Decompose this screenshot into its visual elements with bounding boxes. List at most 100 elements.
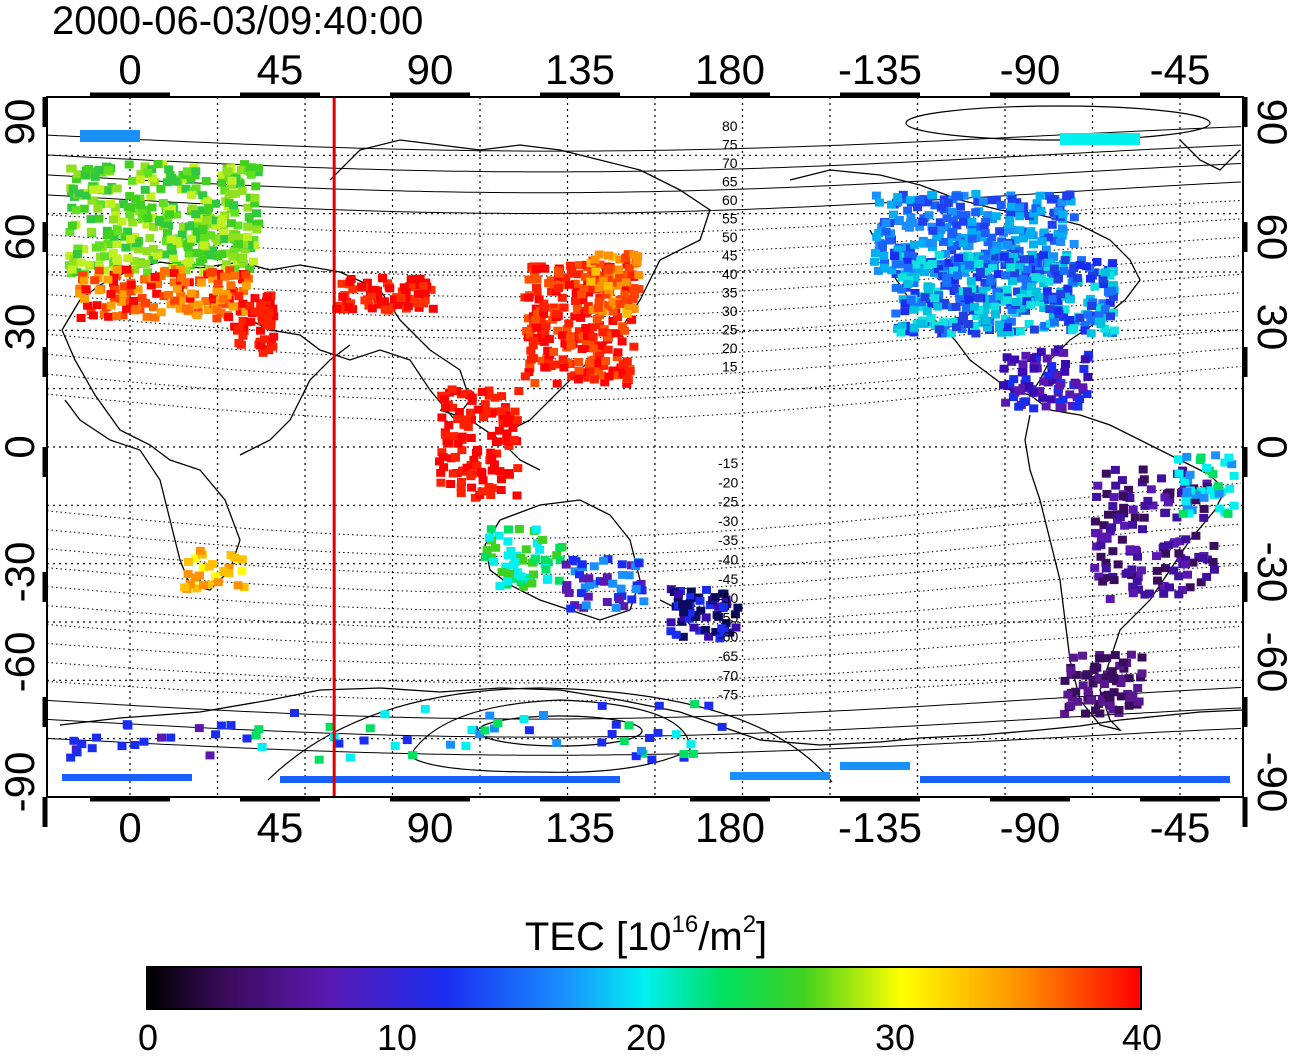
tec-pixel	[480, 726, 490, 735]
tec-pixel	[130, 257, 140, 266]
tec-pixel	[226, 721, 236, 730]
tec-pixel	[1208, 470, 1218, 479]
tec-pixel	[959, 217, 968, 226]
tec-pixel	[1102, 490, 1112, 498]
tec-pixel	[428, 304, 438, 313]
tec-pixel	[889, 210, 898, 219]
contour-label: 80	[722, 118, 738, 134]
tec-pixel	[166, 245, 176, 254]
tec-pixel	[613, 371, 623, 380]
tec-strip	[80, 130, 140, 142]
tec-pixel	[654, 701, 664, 710]
tec-pixel	[89, 185, 99, 194]
tec-pixel	[627, 595, 637, 604]
tec-pixel	[631, 752, 641, 761]
tec-pixel	[415, 289, 424, 298]
tec-pixel	[129, 296, 138, 305]
tec-pixel	[1095, 303, 1105, 312]
tec-pixel	[509, 435, 519, 444]
tec-pixel	[505, 411, 515, 420]
tec-pixel	[966, 277, 976, 286]
tec-pixel	[979, 255, 989, 263]
tec-pixel	[104, 230, 114, 239]
tec-pixel	[695, 626, 705, 635]
tec-pixel	[579, 574, 588, 583]
tec-pixel	[67, 265, 77, 274]
bottom-lon-label: -45	[1150, 804, 1211, 851]
tec-pixel	[450, 453, 460, 462]
tec-pixel	[1016, 304, 1026, 313]
tec-pixel	[540, 264, 550, 273]
tec-pixel	[1070, 317, 1080, 326]
contour-line	[47, 605, 1242, 648]
tec-pixel	[539, 711, 548, 719]
tec-pixel	[618, 370, 628, 379]
tec-pixel	[238, 254, 248, 262]
tec-pixel	[72, 748, 82, 757]
tec-pixel	[1086, 274, 1095, 283]
tec-pixel	[549, 347, 559, 356]
tec-pixel	[245, 193, 255, 202]
tec-pixel	[67, 221, 77, 230]
tec-pixel	[553, 326, 563, 335]
tec-pixel	[524, 293, 534, 302]
tec-pixel	[112, 184, 122, 193]
tec-pixel	[1037, 237, 1047, 246]
tec-pixel	[1019, 286, 1029, 295]
tec-pixel	[176, 291, 186, 300]
tec-pixel	[968, 223, 978, 232]
tec-pixel	[519, 715, 529, 723]
tec-pixel	[100, 252, 109, 261]
tec-pixel	[1071, 379, 1081, 388]
tec-pixel	[1007, 305, 1017, 314]
tec-pixel	[258, 305, 268, 314]
tec-pixel	[600, 378, 610, 387]
tec-pixel	[583, 373, 593, 382]
tec-pixel	[198, 563, 208, 572]
contour-label: -70	[718, 667, 738, 683]
tec-pixel	[169, 269, 179, 278]
tec-pixel	[122, 304, 132, 313]
tec-pixel	[132, 239, 141, 248]
tec-pixel	[963, 287, 972, 296]
tec-pixel	[113, 257, 123, 265]
tec-pixel	[925, 319, 935, 328]
tec-data-pixels	[62, 97, 1239, 797]
tec-pixel	[205, 751, 215, 760]
tec-pixel	[915, 195, 925, 204]
tec-pixel	[71, 206, 81, 215]
tec-pixel	[216, 219, 226, 228]
tec-strip	[280, 776, 620, 783]
tec-pixel	[143, 168, 153, 177]
tec-pixel	[588, 284, 598, 293]
tec-pixel	[532, 323, 542, 332]
tec-pixel	[974, 293, 984, 302]
tec-pixel	[1086, 316, 1096, 325]
tec-pixel	[1061, 360, 1070, 368]
tec-pixel	[180, 583, 190, 592]
tec-pixel	[383, 279, 392, 288]
tec-pixel	[1196, 487, 1206, 496]
tec-pixel	[405, 296, 415, 305]
tec-pixel	[1057, 403, 1067, 412]
tec-pixel	[514, 387, 524, 395]
tec-strip	[730, 772, 830, 780]
tec-pixel	[974, 259, 984, 268]
tec-pixel	[241, 307, 251, 316]
tec-pixel	[608, 307, 618, 316]
tec-pixel	[1152, 552, 1161, 561]
tec-pixel	[574, 366, 584, 375]
tec-strip	[840, 762, 910, 770]
tec-pixel	[194, 234, 204, 243]
tec-pixel	[438, 453, 448, 461]
tec-pixel	[1006, 317, 1016, 326]
tec-pixel	[1133, 552, 1142, 561]
tec-pixel	[1081, 262, 1091, 271]
tec-pixel	[187, 234, 197, 243]
tec-pixel	[142, 312, 152, 321]
tec-pixel	[924, 288, 933, 297]
tec-pixel	[1159, 581, 1169, 590]
tec-pixel	[1129, 698, 1139, 706]
tec-strip	[1060, 133, 1140, 145]
tec-pixel	[136, 201, 146, 210]
